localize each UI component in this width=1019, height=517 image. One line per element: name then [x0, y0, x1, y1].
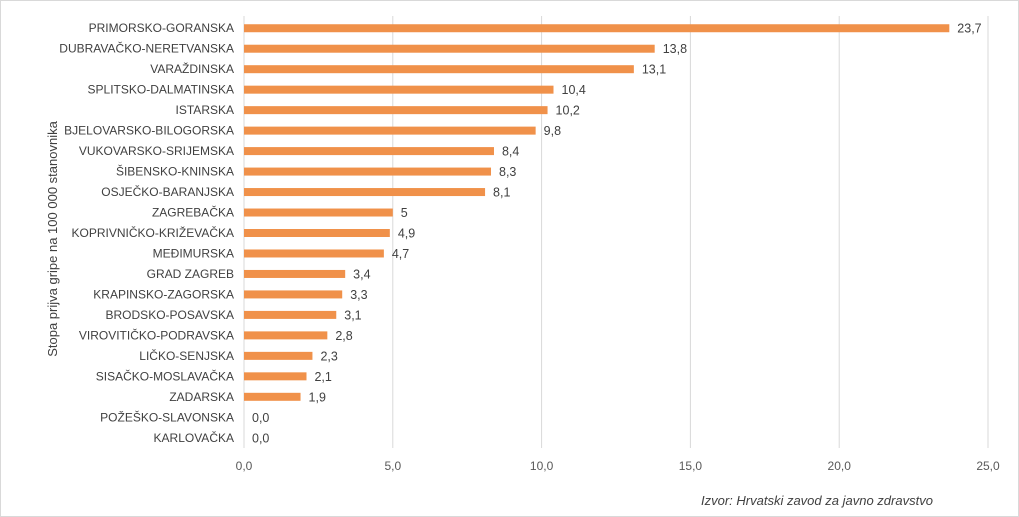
value-label: 4,9	[398, 227, 415, 241]
category-label: ZAGREBAČKA	[152, 205, 234, 220]
value-label: 13,8	[663, 42, 687, 56]
category-label: VUKOVARSKO-SRIJEMSKA	[79, 144, 234, 158]
bars	[244, 24, 950, 401]
value-label: 2,1	[314, 370, 331, 384]
category-labels: PRIMORSKO-GORANSKA DUBRAVAČKO-NERETVANSKA…	[59, 21, 234, 445]
value-label: 10,2	[556, 104, 580, 118]
value-label: 8,1	[493, 186, 510, 200]
category-label: LIČKO-SENJSKA	[139, 348, 234, 363]
value-label: 5	[401, 206, 408, 220]
category-label: PRIMORSKO-GORANSKA	[89, 21, 234, 35]
value-label: 13,1	[642, 63, 666, 77]
value-label: 0,0	[252, 431, 269, 445]
bar	[244, 351, 313, 360]
x-tick-label: 10,0	[530, 459, 554, 473]
category-label: SISAČKO-MOSLAVAČKA	[96, 368, 234, 383]
category-label: MEĐIMURSKA	[153, 246, 234, 260]
category-label: KARLOVAČKA	[154, 430, 234, 445]
bar	[244, 24, 950, 33]
value-label: 4,7	[392, 247, 409, 261]
bar	[244, 249, 384, 258]
value-label: 2,8	[335, 329, 352, 343]
x-tick-label: 0,0	[236, 459, 253, 473]
source-note: Izvor: Hrvatski zavod za javno zdravstvo	[701, 493, 933, 508]
bar	[244, 106, 548, 115]
x-tick-labels: 0,0 5,0 10,0 15,0 20,0 25,0	[236, 459, 1000, 473]
category-label: ZADARSKA	[169, 390, 234, 404]
category-label: DUBRAVAČKO-NERETVANSKA	[59, 41, 234, 56]
bar	[244, 167, 492, 176]
value-label: 10,4	[562, 83, 586, 97]
value-label: 3,4	[353, 267, 370, 281]
category-label: KOPRIVNIČKO-KRIŽEVAČKA	[72, 225, 234, 240]
x-tick-label: 25,0	[976, 459, 1000, 473]
x-tick-label: 15,0	[679, 459, 703, 473]
category-label: POŽEŠKO-SLAVONSKA	[100, 409, 234, 424]
category-label: VARAŽDINSKA	[150, 61, 234, 76]
category-label: GRAD ZAGREB	[147, 267, 234, 281]
bar	[244, 65, 634, 74]
bar	[244, 147, 494, 156]
x-tick-label: 20,0	[828, 459, 852, 473]
value-label: 0,0	[252, 411, 269, 425]
category-label: VIROVITIČKO-PODRAVSKA	[79, 327, 234, 342]
value-label: 8,3	[499, 165, 516, 179]
category-label: BJELOVARSKO-BILOGORSKA	[64, 124, 234, 138]
bar	[244, 392, 301, 401]
bar	[244, 372, 307, 381]
value-label: 9,8	[544, 124, 561, 138]
category-label: BRODSKO-POSAVSKA	[106, 308, 234, 322]
bar	[244, 229, 390, 237]
x-tick-label: 5,0	[384, 459, 401, 473]
value-label: 23,7	[957, 22, 981, 36]
value-labels: 23,7 13,8 13,1 10,4 10,2 9,8 8,4 8,3 8,1 5 4,9 4,7 3…	[252, 22, 982, 446]
category-label: KRAPINSKO-ZAGORSKA	[93, 287, 234, 301]
bar	[244, 188, 486, 197]
category-label: OSJEČKO-BARANJSKA	[101, 184, 234, 199]
bar	[244, 290, 343, 299]
bar	[244, 85, 554, 94]
bar	[244, 331, 328, 340]
bar	[244, 44, 655, 53]
y-axis-label: Stopa prijva gripe na 100 000 stanovnika	[45, 120, 60, 356]
bar	[244, 126, 536, 135]
value-label: 1,9	[309, 390, 326, 404]
bar	[244, 208, 393, 217]
value-label: 3,3	[350, 288, 367, 302]
value-label: 3,1	[344, 308, 361, 322]
bar	[244, 310, 337, 319]
bar	[244, 269, 346, 278]
category-label: SPLITSKO-DALMATINSKA	[88, 83, 234, 97]
category-label: ISTARSKA	[176, 103, 234, 117]
category-label: ŠIBENSKO-KNINSKA	[116, 164, 234, 179]
value-label: 2,3	[320, 349, 337, 363]
value-label: 8,4	[502, 145, 519, 159]
